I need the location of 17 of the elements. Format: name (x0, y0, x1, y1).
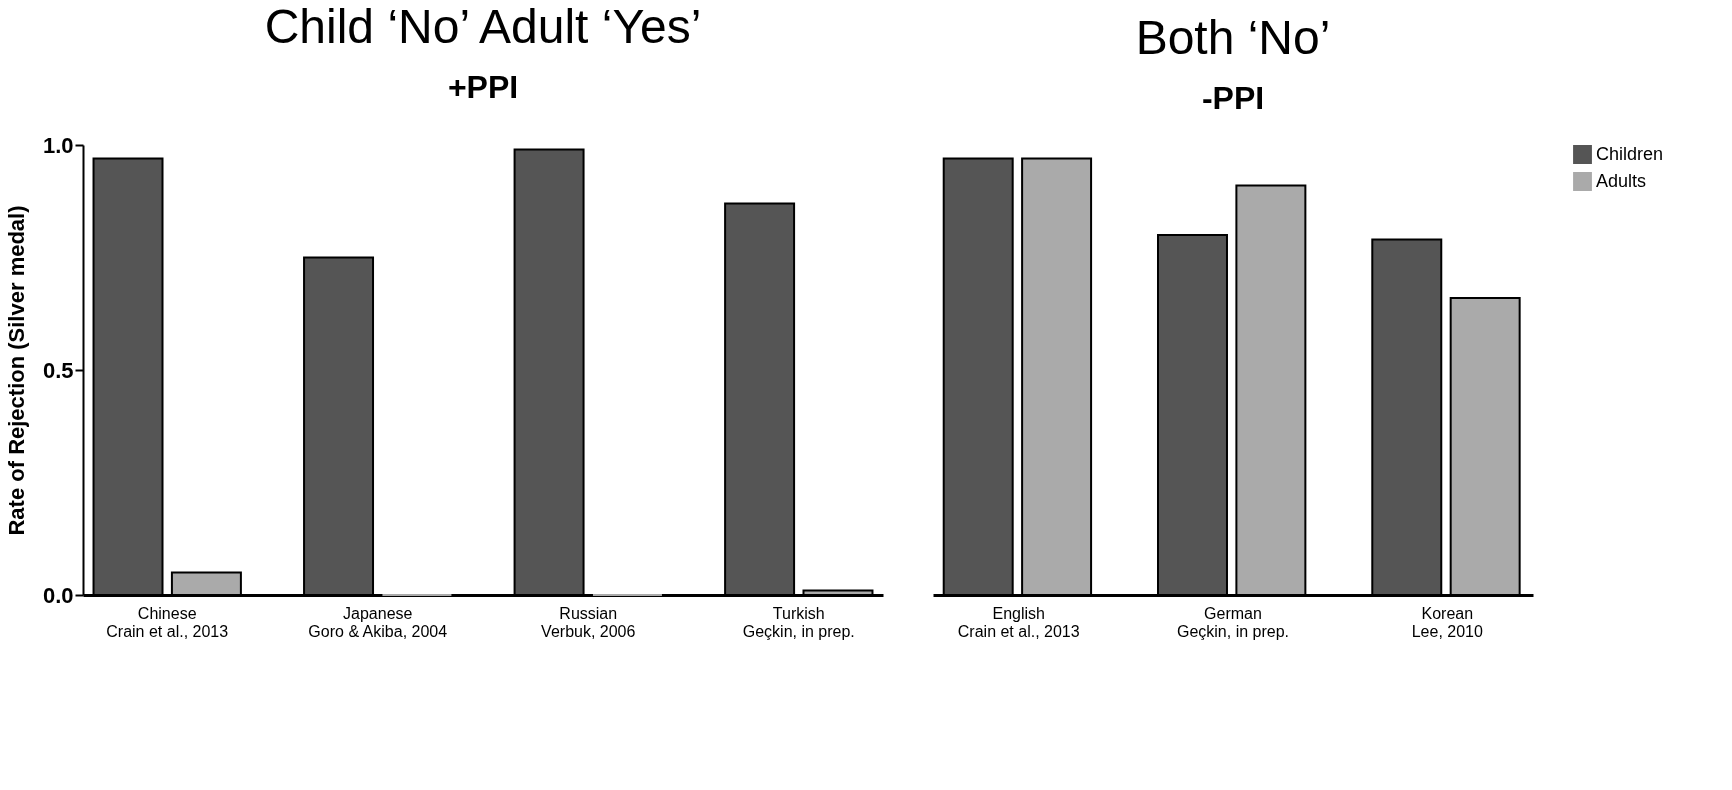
chart-title: Child ‘No’ Adult ‘Yes’ (264, 0, 702, 53)
x-tick-label: Korean Lee, 2010 (1411, 604, 1483, 640)
chart-subtitle: -PPI (1201, 80, 1265, 116)
x-tick-label: German Geçkin, in prep. (1176, 604, 1290, 640)
x-tick-label: Russian Verbuk, 2006 (541, 604, 636, 640)
y-tick-label: 0.5 (42, 357, 74, 383)
y-tick-label: 0.0 (42, 582, 74, 608)
x-tick-label: Turkish Geçkin, in prep. (742, 604, 855, 640)
y-axis-title: Rate of Rejection (Silver medal) (3, 205, 29, 536)
chart-subtitle: +PPI (447, 69, 519, 105)
x-tick-label: Japanese Goro & Akiba, 2004 (308, 604, 448, 640)
chart-title: Both ‘No’ (1135, 11, 1331, 64)
legend-label: Children (1596, 143, 1664, 164)
legend-label: Adults (1596, 170, 1647, 191)
x-tick-label: English Crain et al., 2013 (957, 604, 1080, 640)
y-tick-label: 1.0 (42, 132, 74, 158)
x-tick-label: Chinese Crain et al., 2013 (106, 604, 229, 640)
